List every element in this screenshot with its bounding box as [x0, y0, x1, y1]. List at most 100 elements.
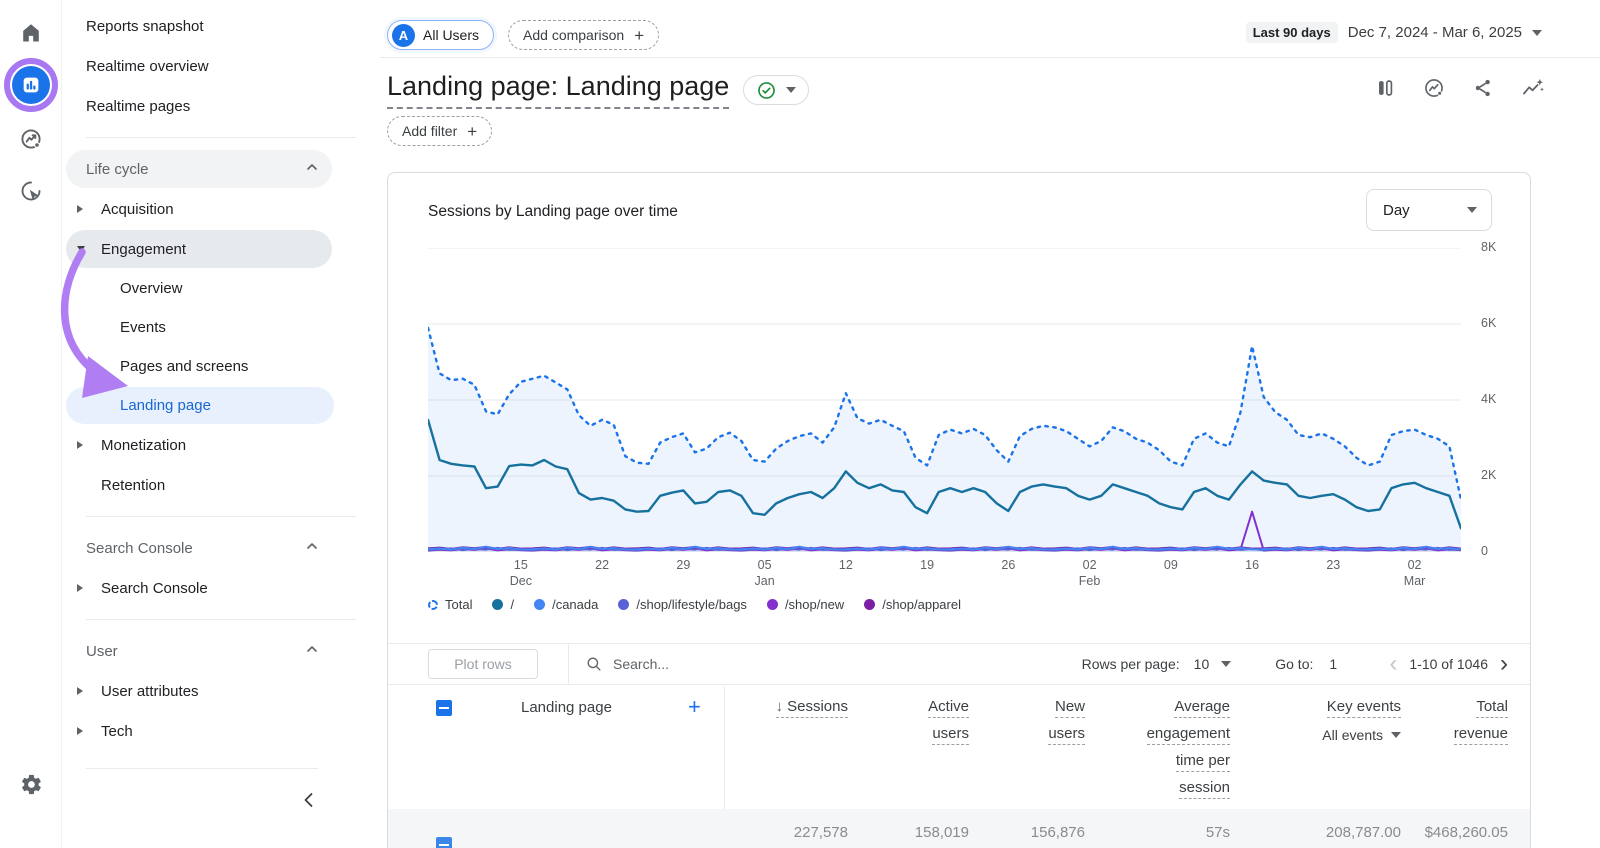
- row-checkbox-partial[interactable]: [436, 837, 452, 848]
- home-icon[interactable]: [0, 21, 62, 45]
- nav-user-attributes[interactable]: User attributes: [62, 671, 380, 711]
- metric-headers: ↓ Sessions Active users New users Average…: [724, 698, 1508, 799]
- column-divider: [724, 686, 725, 848]
- nav-divider: [86, 137, 356, 138]
- x-tick-label: 16: [1245, 558, 1260, 572]
- key-events-filter[interactable]: All events: [1322, 727, 1401, 743]
- report-card: Sessions by Landing page over time Day 0…: [387, 172, 1531, 848]
- select-all-checkbox[interactable]: [436, 700, 452, 716]
- nav-tech[interactable]: Tech: [62, 711, 380, 751]
- share-icon[interactable]: [1472, 77, 1494, 99]
- x-tick-label: 02 Mar: [1403, 558, 1426, 588]
- legend-marker-icon: [864, 599, 876, 610]
- filter-row: Add filter +: [387, 116, 493, 146]
- chevron-up-icon: [306, 542, 318, 550]
- table-header: Landing page + ↓ Sessions Active users Ne…: [388, 686, 1530, 848]
- nav-events[interactable]: Events: [62, 308, 380, 347]
- granularity-select[interactable]: Day: [1366, 189, 1492, 231]
- legend-item[interactable]: /: [492, 597, 514, 612]
- totals-new-users: 156,876: [1030, 824, 1085, 841]
- section-life-cycle[interactable]: Life cycle: [62, 149, 380, 189]
- x-tick-label: 29: [676, 558, 691, 572]
- legend-item[interactable]: /shop/new: [766, 597, 844, 612]
- rows-per-page-label: Rows per page:: [1081, 656, 1180, 672]
- plot-rows-button[interactable]: Plot rows: [428, 649, 538, 679]
- x-tick-label: 05 Jan: [754, 558, 775, 588]
- add-comparison-chip[interactable]: Add comparison +: [508, 20, 660, 50]
- comparisons-icon[interactable]: [1374, 77, 1396, 99]
- all-users-chip[interactable]: A All Users: [387, 20, 495, 50]
- nav-label: Tech: [101, 722, 133, 740]
- search-icon: [587, 657, 601, 671]
- series-line-canada: [428, 545, 1461, 551]
- y-tick-label: 4K: [1481, 392, 1497, 406]
- add-filter-chip[interactable]: Add filter +: [387, 116, 493, 146]
- pager: ‹ 1-10 of 1046 ›: [1389, 652, 1508, 676]
- date-range-picker[interactable]: Last 90 days Dec 7, 2024 - Mar 6, 2025: [1245, 22, 1542, 43]
- nav-engagement[interactable]: Engagement: [62, 229, 380, 269]
- legend-item[interactable]: /canada: [534, 597, 598, 612]
- advertising-icon[interactable]: [0, 127, 62, 151]
- left-rail: [0, 0, 62, 848]
- nav-retention[interactable]: Retention: [62, 465, 380, 505]
- expand-right-icon: [77, 584, 83, 592]
- nav-search-console[interactable]: Search Console: [62, 568, 380, 608]
- rows-per-page-select[interactable]: 10: [1194, 656, 1232, 672]
- sort-desc-icon: ↓: [775, 698, 784, 715]
- series-line-: [428, 418, 1461, 530]
- nav-overview[interactable]: Overview: [62, 269, 380, 308]
- goto-page-input[interactable]: [1329, 656, 1360, 672]
- nav-monetization[interactable]: Monetization: [62, 425, 380, 465]
- legend-marker-icon: [534, 599, 546, 610]
- chevron-up-icon: [306, 163, 318, 171]
- nav-label: Engagement: [101, 240, 187, 258]
- x-tick-label: 23: [1326, 558, 1341, 572]
- y-tick-label: 2K: [1481, 468, 1497, 482]
- analytics-intelligence-icon[interactable]: [1521, 76, 1545, 100]
- totals-active-users: 158,019: [914, 824, 969, 841]
- collapse-nav-button[interactable]: [294, 786, 322, 814]
- insights-icon[interactable]: [1423, 77, 1445, 99]
- search-input[interactable]: [613, 656, 793, 672]
- nav-label: User attributes: [101, 682, 199, 700]
- data-quality-pill[interactable]: [743, 75, 810, 105]
- nav-acquisition[interactable]: Acquisition: [62, 189, 380, 229]
- pagination-range: 1-10 of 1046: [1409, 656, 1488, 672]
- next-page-icon[interactable]: ›: [1500, 650, 1508, 677]
- nav-pages-and-screens[interactable]: Pages and screens: [62, 347, 380, 386]
- legend-item[interactable]: /shop/lifestyle/bags: [618, 597, 747, 612]
- check-circle-icon: [758, 81, 776, 99]
- column-header-avg-engagement: Average engagement time per session: [1085, 698, 1230, 799]
- nav-label: Realtime overview: [86, 57, 209, 75]
- totals-sessions: 227,578: [793, 824, 848, 841]
- admin-gear-icon[interactable]: [0, 773, 62, 796]
- legend-item[interactable]: /shop/apparel: [864, 597, 961, 612]
- nav-realtime-pages[interactable]: Realtime pages: [62, 86, 380, 126]
- sessions-header[interactable]: ↓ Sessions: [775, 698, 848, 718]
- page-title[interactable]: Landing page: Landing page: [387, 71, 730, 109]
- add-dimension-icon[interactable]: +: [688, 694, 701, 719]
- nav-reports-snapshot[interactable]: Reports snapshot: [62, 6, 380, 46]
- expand-right-icon: [77, 205, 83, 213]
- column-header-key-events: Key events All events: [1322, 698, 1401, 743]
- dimension-column-header[interactable]: Landing page: [521, 699, 612, 716]
- y-axis-labels: 0 2K 4K 6K 8K: [1471, 240, 1521, 558]
- section-search-console[interactable]: Search Console: [62, 528, 380, 568]
- add-comparison-label: Add comparison: [523, 27, 625, 43]
- explore-icon[interactable]: [0, 179, 62, 203]
- nav-label: Search Console: [101, 579, 208, 597]
- legend-item[interactable]: Total: [428, 597, 472, 612]
- legend-marker-icon: [618, 599, 630, 610]
- column-header-sessions: ↓ Sessions: [724, 698, 848, 799]
- section-user[interactable]: User: [62, 631, 380, 671]
- chevron-down-icon: [1391, 732, 1401, 738]
- reports-icon[interactable]: [12, 66, 50, 104]
- previous-page-icon[interactable]: ‹: [1389, 650, 1398, 677]
- section-label: Search Console: [86, 539, 193, 557]
- nav-label: Landing page: [120, 397, 211, 414]
- nav-footer-divider: [86, 768, 318, 769]
- section-label: Life cycle: [86, 160, 149, 178]
- series-line-Total: [428, 326, 1461, 501]
- nav-realtime-overview[interactable]: Realtime overview: [62, 46, 380, 86]
- nav-landing-page-selected[interactable]: Landing page: [62, 386, 380, 425]
